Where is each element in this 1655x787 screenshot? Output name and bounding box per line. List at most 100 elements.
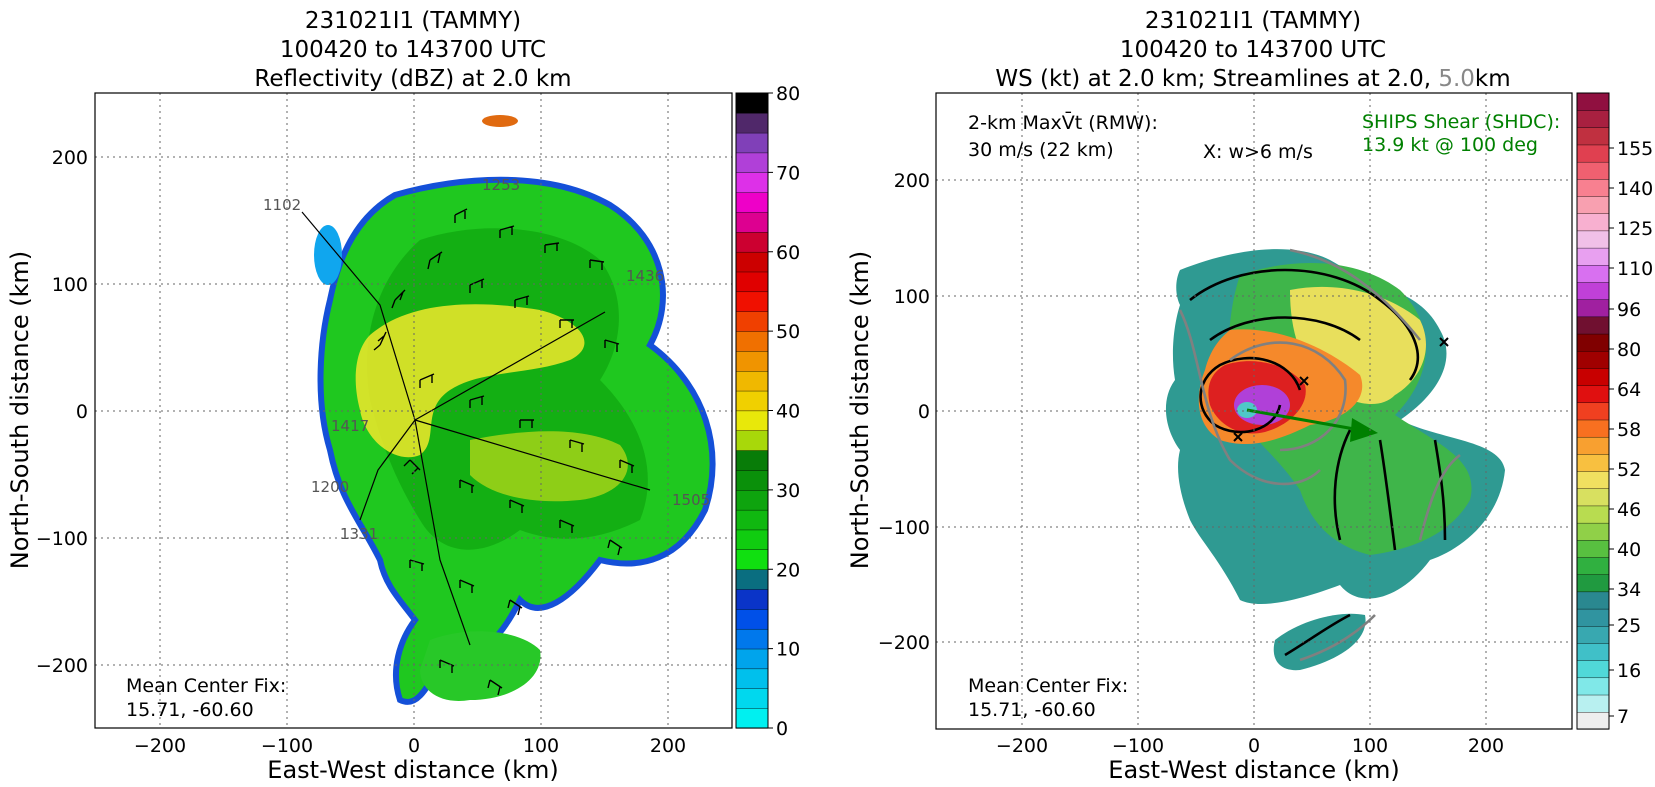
reflectivity-eyewall <box>355 304 585 458</box>
colorbar-tick-label: 125 <box>1617 218 1653 240</box>
y-tick-label: −100 <box>878 517 930 539</box>
colorbar-segment <box>1576 591 1610 610</box>
colorbar-tick-label: 50 <box>776 321 800 343</box>
x-tick-label: 0 <box>1248 735 1260 757</box>
colorbar-segment <box>735 350 769 372</box>
colorbar-segment <box>735 668 769 689</box>
ships-shear-label: SHIPS Shear (SHDC): <box>1362 111 1560 133</box>
reflectivity-south-cells <box>420 631 541 701</box>
colorbar-tick-label: 64 <box>1617 379 1641 401</box>
flight-track <box>301 211 651 646</box>
colorbar-segment <box>735 549 769 570</box>
title-part-grey: 5.0 <box>1438 66 1475 92</box>
colorbar-segment <box>735 251 769 273</box>
left-center-fix-label: Mean Center Fix: <box>126 675 286 697</box>
colorbar-segment <box>1576 539 1610 558</box>
colorbar-segment <box>1576 574 1610 593</box>
colorbar-tick-label: 46 <box>1617 499 1641 521</box>
colorbar-segment <box>1576 230 1610 249</box>
colorbar-tick-label: 40 <box>776 401 800 423</box>
colorbar-segment <box>735 410 769 431</box>
streamline-5km <box>1299 614 1376 662</box>
right-center-fix-value: 15.71, -60.60 <box>968 699 1096 721</box>
colorbar-segment <box>1576 333 1610 352</box>
right-windspeed-field <box>1165 248 1505 671</box>
y-tick-label: 0 <box>918 401 930 423</box>
colorbar-segment <box>1576 711 1610 730</box>
colorbar-segment <box>735 430 769 451</box>
colorbar-segment <box>1576 453 1610 472</box>
streamline-2km <box>1209 316 1361 342</box>
colorbar-tick-label: 16 <box>1617 660 1641 682</box>
colorbar-segment <box>735 489 769 511</box>
colorbar-segment <box>735 569 769 590</box>
track-label: 1200 <box>311 478 349 496</box>
colorbar-segment <box>735 648 769 670</box>
left-panel: 231021I1 (TAMMY) 100420 to 143700 UTC Re… <box>6 8 800 784</box>
left-colorbar: 0 10 20 30 40 50 60 70 80 <box>735 83 800 740</box>
colorbar-segment <box>1576 316 1610 335</box>
colorbar-segment <box>735 192 769 213</box>
colorbar-tick-label: 110 <box>1617 258 1653 280</box>
title-part: km <box>1475 66 1511 92</box>
ships-shear-value: 13.9 kt @ 100 deg <box>1362 134 1538 156</box>
colorbar-segment <box>735 211 769 233</box>
colorbar-segment <box>1576 144 1610 163</box>
right-title-line-3: WS (kt) at 2.0 km; Streamlines at 2.0, 5… <box>995 66 1510 92</box>
y-tick-label: −100 <box>36 528 88 550</box>
right-y-ticks: 200 100 0 −100 −200 <box>878 170 930 654</box>
right-title-line-1: 231021I1 (TAMMY) <box>1145 8 1361 34</box>
left-x-axis-label: East-West distance (km) <box>267 756 558 784</box>
y-tick-label: 100 <box>894 286 930 308</box>
left-title-line-3: Reflectivity (dBZ) at 2.0 km <box>254 66 571 92</box>
streamline-2km <box>1189 268 1420 381</box>
x-tick-label: −100 <box>1112 735 1164 757</box>
shear-vector <box>1246 408 1361 432</box>
x-tick-label: −100 <box>261 735 313 757</box>
colorbar-segment <box>1576 660 1610 679</box>
colorbar-segment <box>735 370 769 392</box>
left-grid <box>95 93 732 728</box>
colorbar-segment <box>735 291 769 312</box>
colorbar-segment <box>735 92 769 114</box>
track-label: 1253 <box>482 176 520 194</box>
colorbar-segment <box>1576 385 1610 404</box>
colorbar-tick-label: 20 <box>776 559 800 581</box>
colorbar-segment <box>735 271 769 293</box>
streamline-2km <box>1333 429 1352 541</box>
colorbar-tick-label: 7 <box>1617 706 1629 728</box>
left-x-ticks: −200 −100 0 100 200 <box>134 735 686 757</box>
y-tick-label: −200 <box>878 632 930 654</box>
colorbar-segment <box>1576 247 1610 266</box>
right-colorbar: 7 16 25 34 40 46 52 58 64 80 96 110 125 140 155 <box>1576 92 1653 730</box>
right-x-axis-label: East-West distance (km) <box>1108 756 1399 784</box>
left-track-labels: 1102 1253 1200 1331 1417 1505 1436 <box>263 176 710 543</box>
track-label: 1436 <box>626 267 664 285</box>
right-grid <box>936 93 1572 729</box>
colorbar-segment <box>735 390 769 412</box>
colorbar-segment <box>1576 677 1610 696</box>
colorbar-segment <box>1576 470 1610 489</box>
shear-vector-head <box>1350 418 1378 442</box>
streamline-2km <box>1378 439 1397 551</box>
track-label: 1331 <box>340 525 378 543</box>
colorbar-segment <box>1576 625 1610 644</box>
y-tick-label: 200 <box>894 170 930 192</box>
colorbar-segment <box>1576 195 1610 214</box>
colorbar-tick-label: 34 <box>1617 579 1641 601</box>
streamline-5km <box>1418 453 1461 541</box>
title-part: WS (kt) at 2.0 km; Streamlines at 2.0, <box>995 66 1438 92</box>
y-tick-label: 0 <box>76 401 88 423</box>
colorbar-tick-label: 80 <box>776 83 800 105</box>
colorbar-tick-label: 25 <box>1617 615 1641 637</box>
colorbar-segment <box>735 311 769 332</box>
left-plot-frame <box>94 92 733 729</box>
colorbar-tick-label: 80 <box>1617 339 1641 361</box>
right-y-axis-label: North-South distance (km) <box>846 251 874 570</box>
colorbar-segment <box>735 628 769 650</box>
colorbar-segment <box>1576 694 1610 713</box>
streamlines <box>1178 248 1461 662</box>
left-title-line-1: 231021I1 (TAMMY) <box>305 8 521 34</box>
left-reflectivity-field <box>301 115 716 705</box>
